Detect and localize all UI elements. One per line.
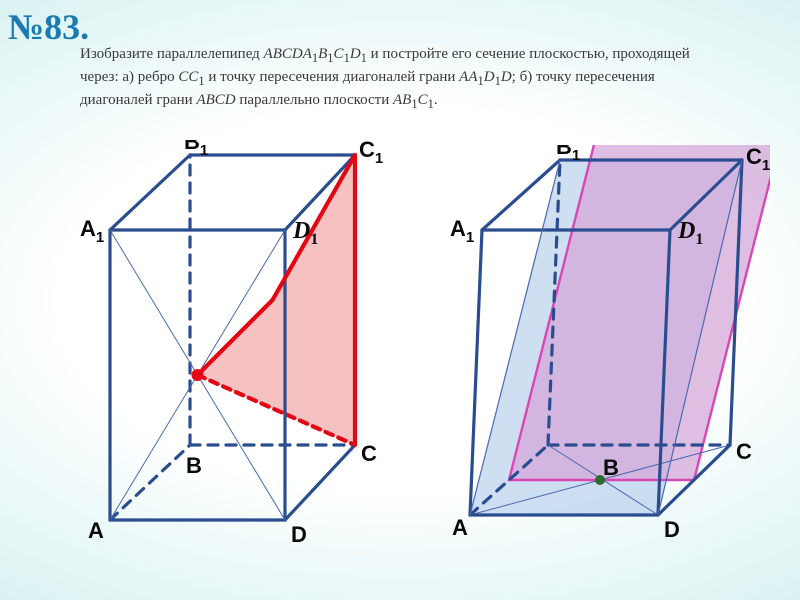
figure-b: ABCDA1B1C1D1 — [430, 145, 770, 565]
svg-text:B: B — [186, 453, 202, 478]
svg-text:C: C — [736, 439, 752, 464]
svg-text:A1: A1 — [450, 216, 474, 246]
svg-text:C: C — [361, 441, 377, 466]
problem-number: №83. — [8, 6, 89, 48]
svg-text:B: B — [603, 455, 619, 480]
figure-a: ABCDA1B1C1D1 — [70, 140, 410, 560]
diagrams-area: ABCDA1B1C1D1 ABCDA1B1C1D1 — [30, 140, 770, 580]
svg-text:C1: C1 — [359, 140, 383, 167]
svg-text:D: D — [664, 517, 680, 542]
svg-text:A: A — [452, 515, 468, 540]
svg-text:D: D — [291, 522, 307, 547]
svg-text:A: A — [88, 518, 104, 543]
problem-text: Изобразите параллелепипед ABCDA1B1C1D1 и… — [80, 44, 730, 113]
svg-text:A1: A1 — [80, 216, 104, 246]
